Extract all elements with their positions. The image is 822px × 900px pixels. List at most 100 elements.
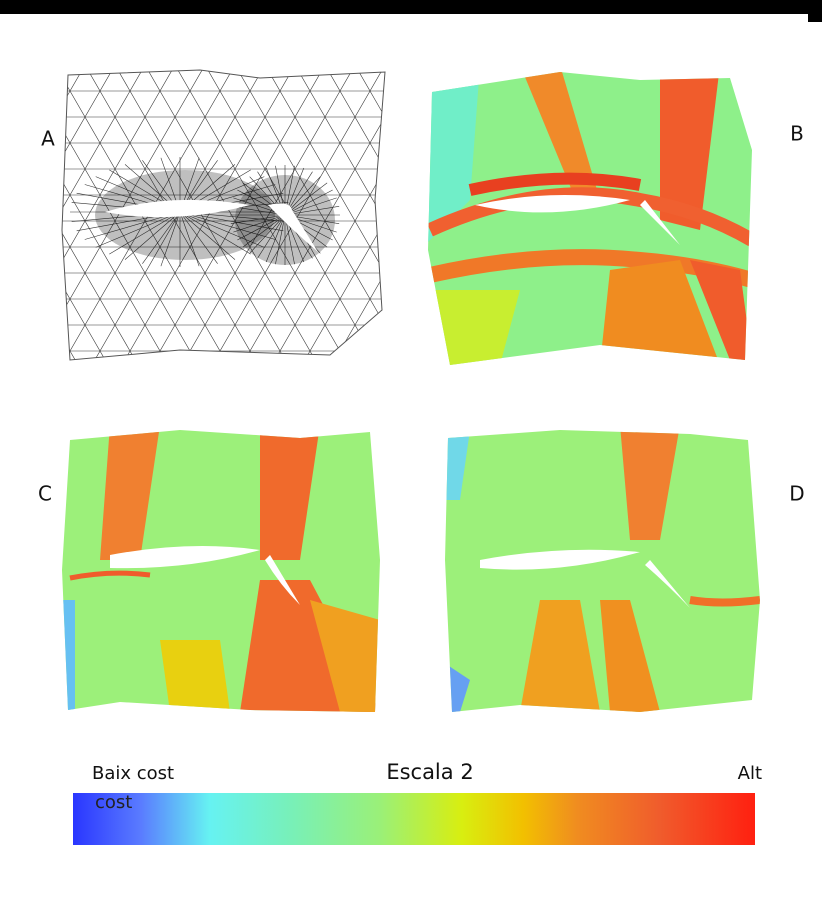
mesh-edge <box>310 377 325 403</box>
field-panel <box>55 425 385 720</box>
mesh-edge <box>175 377 190 403</box>
mesh-edge <box>220 351 235 377</box>
mesh-edge <box>415 377 430 403</box>
mesh-edge <box>415 117 430 143</box>
mesh-edge <box>385 143 400 169</box>
mesh-edge <box>385 247 400 273</box>
mesh-edge <box>25 273 40 299</box>
mesh-edge <box>385 117 400 143</box>
mesh-edge <box>190 351 205 377</box>
mesh-edge <box>385 65 400 91</box>
mesh-edge <box>85 377 100 403</box>
mesh-edge <box>340 351 355 377</box>
mesh-edge <box>250 351 265 377</box>
mesh-edge <box>100 377 115 403</box>
mesh-edge <box>280 351 295 377</box>
mesh-edge <box>430 65 445 91</box>
colorbar-low-label: Baix cost <box>92 763 174 784</box>
mesh-edge <box>430 377 445 403</box>
mesh-edge <box>130 377 145 403</box>
panel-label: A <box>41 127 55 151</box>
mesh-edge <box>25 65 40 91</box>
mesh-edge <box>55 377 70 403</box>
mesh-edge <box>385 273 400 299</box>
mesh-edge <box>160 351 175 377</box>
mesh-edge <box>415 169 430 195</box>
mesh-edge <box>340 377 355 403</box>
mesh-edge <box>40 377 55 403</box>
mesh-edge <box>325 377 340 403</box>
mesh-edge <box>430 325 445 351</box>
colorbar-high-label: Alt <box>738 763 762 784</box>
field-panel <box>440 425 770 720</box>
mesh-edge <box>145 351 160 377</box>
mesh-edge <box>40 195 55 221</box>
mesh-edge <box>400 351 415 377</box>
mesh-edge <box>40 273 55 299</box>
mesh-edge <box>250 377 265 403</box>
mesh-edge <box>415 351 430 377</box>
mesh-edge <box>415 299 430 325</box>
mesh-edge <box>415 273 430 299</box>
mesh-edge <box>355 325 370 351</box>
mesh-edge <box>400 299 415 325</box>
mesh-edge <box>40 351 55 377</box>
mesh-edge <box>400 377 415 403</box>
mesh-edge <box>190 377 205 403</box>
mesh-edge <box>400 65 415 91</box>
mesh-edge <box>415 65 430 91</box>
colorbar-low-label-line2: cost <box>95 792 132 813</box>
mesh-edge <box>175 351 190 377</box>
mesh-edge <box>415 325 430 351</box>
mesh-edge <box>415 221 430 247</box>
mesh-edge <box>40 325 55 351</box>
mesh-edge <box>25 221 40 247</box>
mesh-edge <box>400 195 415 221</box>
mesh-edge <box>295 377 310 403</box>
mesh-edge <box>400 221 415 247</box>
mesh-edge <box>280 377 295 403</box>
mesh-edge <box>415 143 430 169</box>
mesh-edge <box>40 169 55 195</box>
mesh-edge <box>25 117 40 143</box>
panel-label: B <box>790 122 804 146</box>
mesh-edge <box>385 169 400 195</box>
mesh-edge <box>295 351 310 377</box>
colorbar-title: Escala 2 <box>386 760 473 784</box>
figure-canvas: A B C D Baix cost cost Escala 2 Alt <box>0 0 822 900</box>
mesh-edge <box>385 377 400 403</box>
mesh-edge <box>25 377 40 403</box>
mesh-edge <box>205 351 220 377</box>
mesh-edge <box>385 299 400 325</box>
mesh-edge <box>235 377 250 403</box>
panel-label: D <box>789 482 804 506</box>
mesh-edge <box>145 377 160 403</box>
mesh-edge <box>400 143 415 169</box>
mesh-edge <box>70 377 85 403</box>
mesh-edge <box>265 377 280 403</box>
mesh-edge <box>400 91 415 117</box>
mesh-edge <box>220 377 235 403</box>
mesh-edge <box>415 247 430 273</box>
field-panel <box>420 65 760 375</box>
mesh-edge <box>385 221 400 247</box>
mesh-edge <box>40 91 55 117</box>
mesh-edge <box>400 273 415 299</box>
mesh-edge <box>415 195 430 221</box>
mesh-edge <box>400 247 415 273</box>
mesh-edge <box>55 351 70 377</box>
mesh-edge <box>25 325 40 351</box>
mesh-edge <box>370 351 385 377</box>
mesh-edge <box>160 377 175 403</box>
mesh-edge <box>355 377 370 403</box>
mesh-edge <box>370 325 385 351</box>
mesh-edge <box>235 351 250 377</box>
panel-label: C <box>38 482 52 506</box>
mesh-edge <box>355 351 370 377</box>
mesh-edge <box>370 377 385 403</box>
mesh-edge <box>385 325 400 351</box>
mesh-edge <box>25 169 40 195</box>
mesh-edge <box>400 169 415 195</box>
mesh-edge <box>385 195 400 221</box>
mesh-edge <box>40 247 55 273</box>
